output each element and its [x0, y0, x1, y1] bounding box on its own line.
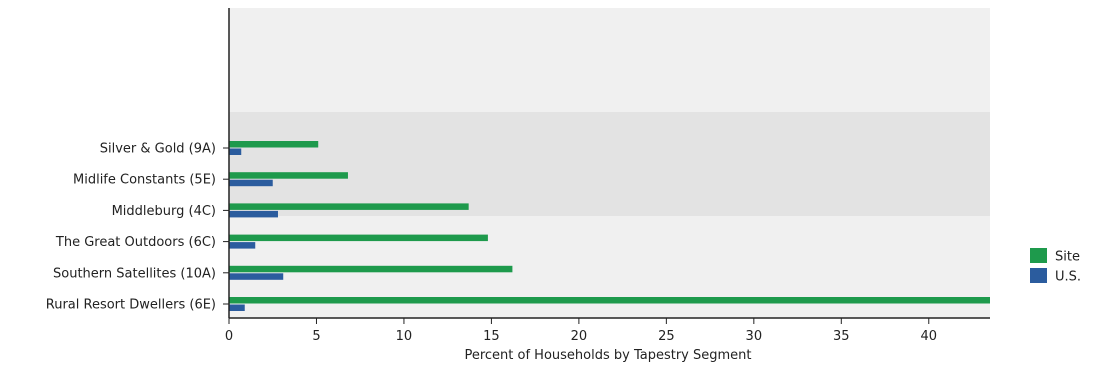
bar-site-4: [229, 172, 348, 179]
plot-band-middle: [229, 112, 990, 216]
legend: Site U.S.: [1030, 248, 1081, 285]
plot-band-top: [229, 8, 990, 112]
bar-us-2: [229, 242, 256, 249]
bar-us-1: [229, 273, 284, 280]
category-label: Midlife Constants (5E): [73, 173, 216, 188]
bar-site-1: [229, 265, 513, 273]
bar-us-4: [229, 179, 273, 187]
x-tick-label: 20: [571, 329, 588, 344]
bar-site-5: [229, 141, 319, 148]
x-tick-label: 10: [396, 329, 413, 344]
legend-swatch-us: [1030, 268, 1047, 283]
legend-label: Site: [1055, 250, 1080, 265]
x-tick-label: 30: [746, 329, 763, 344]
legend-label: U.S.: [1055, 270, 1081, 285]
bar-us-5: [229, 148, 242, 155]
bar-site-0: [229, 297, 990, 304]
x-tick-label: 40: [920, 329, 937, 344]
legend-swatch-site: [1030, 248, 1047, 263]
category-label: Rural Resort Dwellers (6E): [46, 298, 216, 313]
x-tick-label: 5: [312, 329, 320, 344]
bar-us-0: [229, 304, 245, 311]
x-tick-label: 0: [225, 329, 233, 344]
x-tick-label: 25: [658, 329, 675, 344]
category-label: Silver & Gold (9A): [100, 142, 216, 157]
bars-group: [223, 141, 990, 311]
category-label: Middleburg (4C): [112, 204, 216, 219]
x-tick-label: 15: [483, 329, 500, 344]
category-label: The Great Outdoors (6C): [55, 235, 216, 250]
x-axis-title: Percent of Households by Tapestry Segmen…: [464, 348, 751, 363]
x-axis-ticks: 0 5 10 15 20 25 30 35 40: [225, 318, 937, 344]
category-labels: Rural Resort Dwellers (6E) Southern Satel…: [46, 142, 216, 313]
category-label: Southern Satellites (10A): [53, 266, 216, 281]
bar-site-2: [229, 234, 488, 242]
bar-site-3: [229, 203, 469, 210]
x-tick-label: 35: [833, 329, 850, 344]
bar-us-3: [229, 210, 278, 218]
